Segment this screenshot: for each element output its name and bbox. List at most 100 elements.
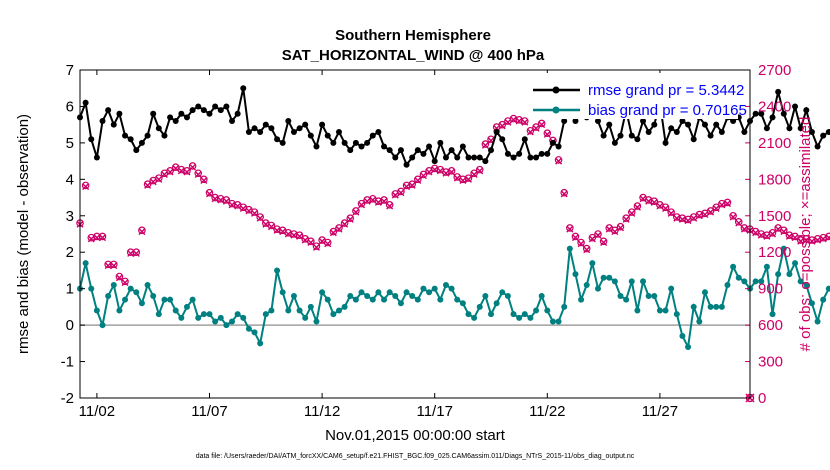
y-left-tick-label: 1 <box>66 281 74 298</box>
obs-assimilated-point <box>110 262 118 270</box>
rmse-point <box>240 85 247 92</box>
obs-assimilated-point <box>104 262 112 270</box>
obs-possible-point <box>768 228 777 237</box>
rmse-point <box>409 154 416 161</box>
obs-assimilated-point <box>695 212 703 220</box>
bias-point <box>634 307 641 314</box>
obs-assimilated-point <box>256 214 264 222</box>
obs-assimilated-point <box>617 224 624 232</box>
obs-assimilated-point <box>464 175 472 183</box>
obs-assimilated-point <box>712 204 720 212</box>
y-axis-left-label: rmse and bias (model - observation) <box>15 114 32 354</box>
obs-possible-point <box>104 260 112 269</box>
obs-assimilated-point <box>662 204 670 212</box>
obs-possible-point <box>183 167 191 175</box>
rmse-point <box>296 125 303 132</box>
obs-possible-point <box>734 218 743 226</box>
rmse-point <box>302 121 309 128</box>
rmse-point <box>448 147 455 154</box>
obs-assimilated-point <box>645 197 653 205</box>
rmse-point <box>651 121 658 128</box>
obs-assimilated-point <box>318 237 326 245</box>
rmse-point <box>594 118 601 125</box>
obs-assimilated-point <box>707 208 715 216</box>
obs-possible-point <box>661 203 670 212</box>
bias-point <box>600 274 607 281</box>
obs-assimilated-point <box>183 168 191 176</box>
obs-assimilated-point <box>667 209 675 217</box>
obs-assimilated-point <box>819 235 827 243</box>
obs-assimilated-point <box>560 190 568 198</box>
bias-point <box>488 311 495 318</box>
bias-point <box>808 300 815 307</box>
obs-assimilated-point <box>194 170 202 178</box>
obs-possible-point <box>650 197 659 206</box>
bias-point <box>578 296 585 303</box>
rmse-point <box>685 121 692 128</box>
bias-point <box>701 289 708 296</box>
rmse-point <box>561 118 568 125</box>
rmse-point <box>673 128 680 135</box>
obs-possible-point <box>594 230 602 238</box>
rmse-point <box>521 136 528 143</box>
bias-point <box>752 278 759 285</box>
bias-point <box>656 307 663 314</box>
legend-box <box>528 73 738 119</box>
x-tick-label: 11/22 <box>529 403 565 420</box>
bias-point <box>150 292 157 299</box>
obs-assimilated-point <box>780 228 788 236</box>
bias-point <box>696 318 703 325</box>
obs-assimilated-point <box>583 246 591 254</box>
y-right-tick-label: 0 <box>758 390 766 407</box>
rmse-point <box>690 136 697 143</box>
rmse-point <box>206 110 213 117</box>
obs-assimilated-point <box>453 174 461 182</box>
bias-point <box>758 278 765 285</box>
rmse-point <box>763 125 770 132</box>
bias-point <box>516 314 523 321</box>
rmse-point <box>375 128 382 135</box>
obs-possible-point <box>582 244 591 253</box>
bias-point <box>268 307 275 314</box>
bias-point <box>454 296 461 303</box>
obs-assimilated-point <box>425 168 433 176</box>
bias-point <box>713 303 720 310</box>
rmse-point <box>420 150 427 157</box>
rmse-point <box>471 154 478 161</box>
obs-assimilated-point <box>380 197 388 205</box>
obs-possible-point <box>397 187 405 196</box>
y-left-tick-label: 5 <box>66 135 74 152</box>
bias-point <box>262 311 269 318</box>
bias-point <box>319 289 326 296</box>
obs-assimilated-point <box>510 116 518 124</box>
obs-assimilated-point <box>217 196 225 204</box>
rmse-point <box>414 147 421 154</box>
obs-assimilated-point <box>723 200 731 208</box>
bias-point <box>426 289 433 296</box>
bias-point <box>105 292 112 299</box>
rmse-point <box>701 121 708 128</box>
bias-point <box>313 318 320 325</box>
bias-point <box>679 333 686 340</box>
obs-assimilated-point <box>144 181 152 189</box>
rmse-point <box>99 118 106 125</box>
rmse-point <box>538 150 545 157</box>
rmse-point <box>335 128 342 135</box>
x-axis-label: Nov.01,2015 00:00:00 start <box>325 427 506 444</box>
bias-point <box>403 289 410 296</box>
rmse-point <box>662 139 669 146</box>
rmse-point <box>786 125 793 132</box>
x-tick-label: 11/12 <box>304 403 340 420</box>
obs-assimilated-point <box>312 243 320 251</box>
legend-rmse-label: rmse grand pr = 5.3442 <box>588 82 744 99</box>
rmse-point <box>820 132 827 139</box>
obs-assimilated-point <box>431 166 439 174</box>
obs-assimilated-point <box>234 202 242 210</box>
obs-possible-point <box>138 226 146 235</box>
bias-point <box>138 300 145 307</box>
obs-possible-point <box>779 226 788 235</box>
obs-assimilated-point <box>279 228 287 236</box>
obs-assimilated-point <box>121 279 129 287</box>
bias-point <box>217 314 224 321</box>
bias-point <box>803 282 810 289</box>
